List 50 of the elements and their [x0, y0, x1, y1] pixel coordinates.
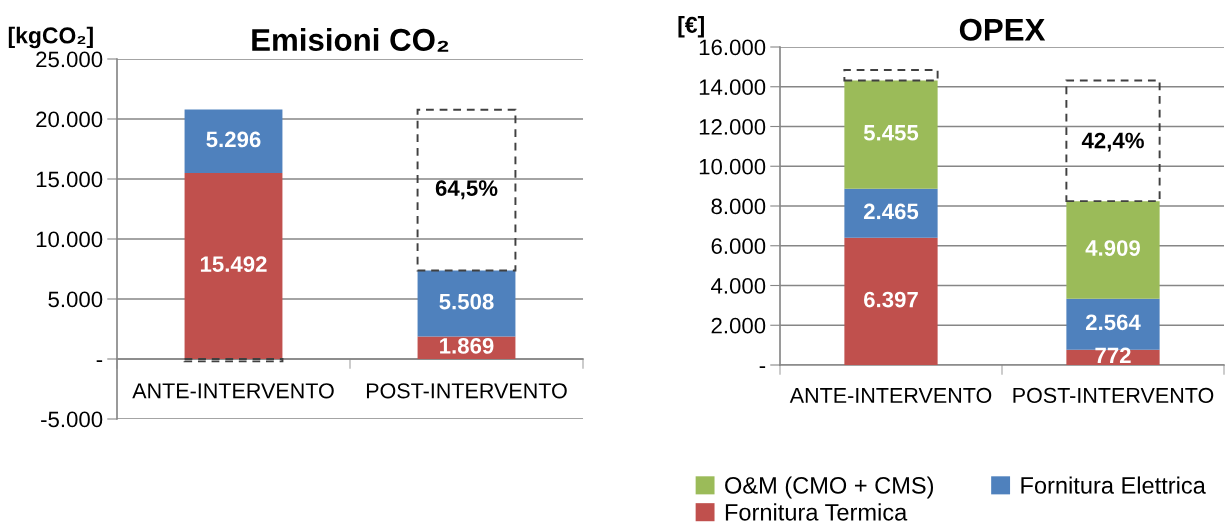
bar — [843, 68, 939, 82]
chart-title: Emisioni CO₂ — [252, 28, 449, 52]
y-tick-label: 15.000 — [36, 171, 103, 188]
chart-title: OPEX — [959, 18, 1046, 41]
bar — [417, 270, 516, 337]
y-tick-label: -5.000 — [41, 411, 103, 428]
bar — [1065, 79, 1161, 203]
bar — [184, 109, 283, 174]
y-tick-label: 14.000 — [699, 79, 766, 96]
y-tick-label: 5.000 — [48, 291, 103, 308]
y-tick-label: - — [759, 366, 766, 369]
y-tick-label: 16.000 — [699, 39, 766, 56]
y-tick-label: - — [96, 360, 103, 363]
data-label: 6.397 — [864, 291, 918, 308]
data-label: 4.909 — [1085, 240, 1140, 256]
y-tick-label: 4.000 — [711, 278, 766, 294]
y-tick-label: 12.000 — [699, 119, 766, 135]
data-label: 772 — [1095, 347, 1131, 364]
x-tick-label: ANTE-INTERVENTO — [132, 383, 334, 399]
data-label: 2.465 — [863, 203, 919, 220]
bar — [844, 188, 938, 238]
y-axis-title: [€] — [678, 16, 704, 38]
y-axis-title: [kgCO₂] — [8, 26, 93, 49]
legend-label: Fornitura Elettrica — [1021, 476, 1206, 494]
y-tick-label: 8.000 — [711, 198, 766, 215]
data-label: 5.508 — [439, 293, 494, 310]
bar — [416, 108, 517, 272]
data-label: 15.492 — [200, 256, 267, 273]
y-tick-label: 20.000 — [36, 111, 103, 128]
y-tick-label: 10.000 — [699, 158, 766, 175]
annotation: 64,5% — [435, 180, 498, 200]
data-label: 5.296 — [206, 131, 261, 148]
bar — [183, 358, 284, 363]
legend-label: O&M (CMO + CMS) — [725, 476, 934, 499]
bar — [184, 173, 283, 359]
y-tick-label: 10.000 — [36, 231, 103, 248]
bar — [1066, 201, 1160, 299]
legend-label: Fornitura Termica — [725, 503, 908, 521]
x-tick-label: POST-INTERVENTO — [1013, 387, 1214, 404]
y-tick-label: 2.000 — [711, 317, 766, 334]
x-tick-label: ANTE-INTERVENTO — [789, 387, 992, 404]
y-tick-label: 6.000 — [711, 238, 766, 255]
bar — [844, 80, 938, 189]
x-tick-label: POST-INTERVENTO — [366, 383, 567, 399]
data-label: 2.564 — [1085, 314, 1141, 331]
data-label: 1.869 — [440, 338, 494, 354]
annotation: 42,4% — [1081, 132, 1144, 152]
data-label: 5.455 — [863, 125, 919, 141]
bar — [844, 237, 938, 365]
y-tick-label: 25.000 — [36, 51, 103, 68]
